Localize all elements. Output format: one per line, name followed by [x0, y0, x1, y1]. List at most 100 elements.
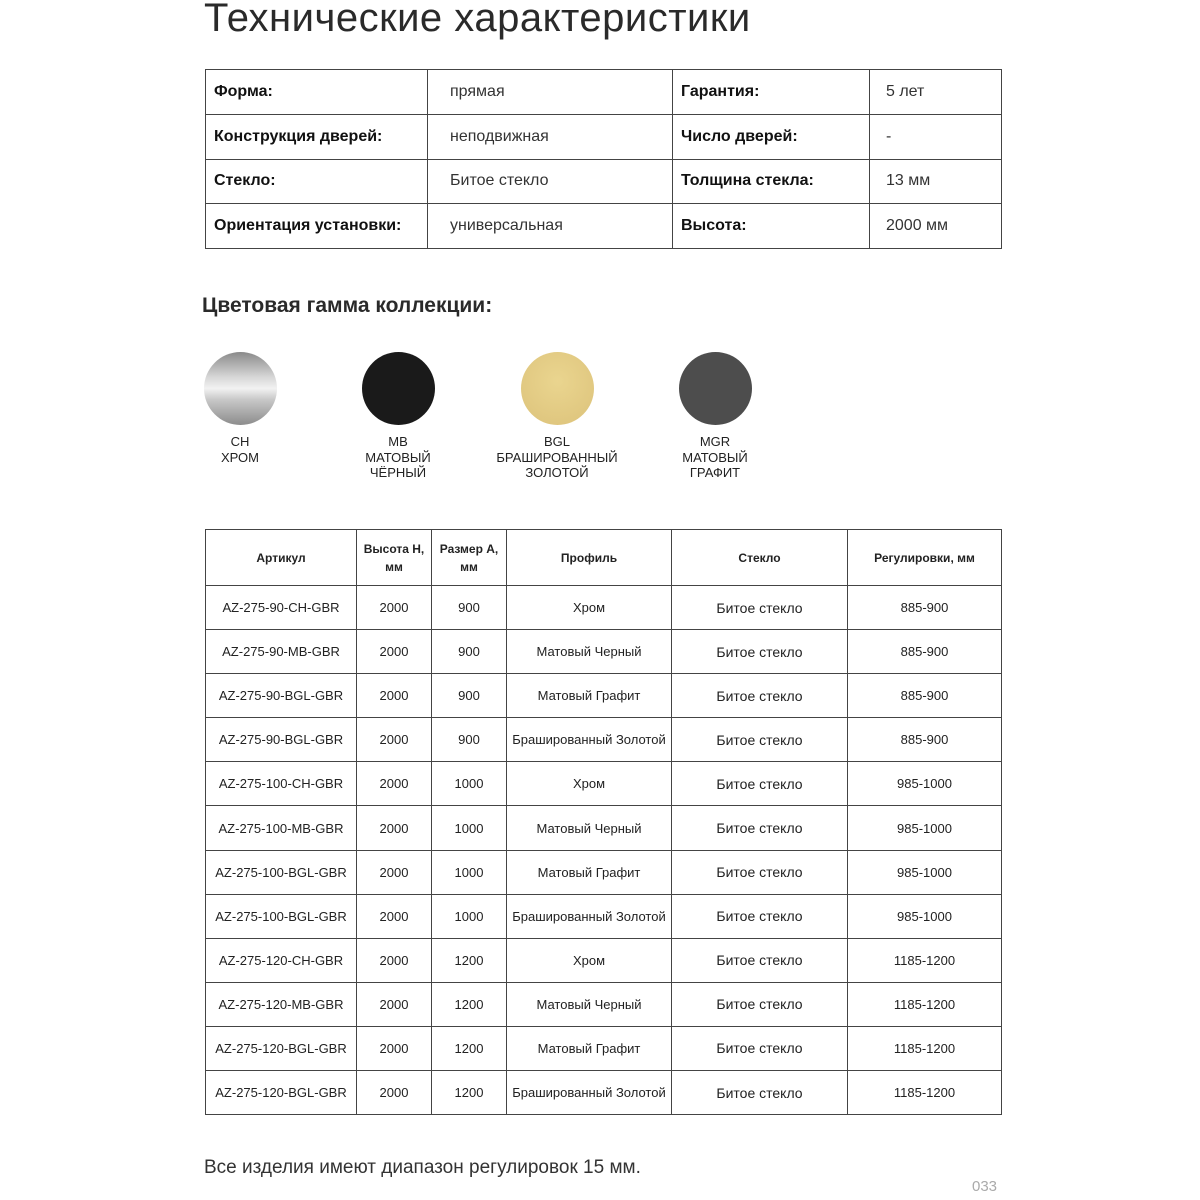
spec-value: 2000 мм [869, 203, 1002, 249]
cell-glass: Битое стекло [671, 717, 848, 763]
table-row: AZ-275-90-CH-GBR 2000 900 Хром Битое стекло 8… [205, 584, 1002, 631]
footer-note: Все изделия имеют диапазон регулировок 1… [204, 1157, 641, 1178]
cell-size: 1200 [431, 1070, 507, 1116]
spec-label: Конструкция дверей: [205, 113, 428, 160]
cell-height: 2000 [356, 1025, 432, 1072]
cell-article: AZ-275-90-BGL-GBR [205, 673, 357, 719]
cell-height: 2000 [356, 584, 432, 631]
cell-article: AZ-275-100-MB-GBR [205, 805, 357, 851]
cell-height: 2000 [356, 937, 432, 983]
spec-row: Стекло: Битое стекло Толщина стекла: 13 мм [205, 158, 1002, 205]
cell-article: AZ-275-100-BGL-GBR [205, 893, 357, 939]
spec-value: 5 лет [869, 69, 1002, 115]
swatch-bgl: BGL БРАШИРОВАННЫЙ ЗОЛОТОЙ [477, 352, 637, 481]
spec-value: неподвижная [427, 113, 673, 160]
table-row: AZ-275-120-MB-GBR 2000 1200 Матовый Черный Б… [205, 981, 1002, 1027]
cell-profile: Хром [506, 761, 672, 807]
cell-profile: Брашированный Золотой [506, 893, 672, 939]
cell-adjust: 985-1000 [847, 761, 1002, 807]
col-height: Высота H, мм [356, 529, 432, 586]
cell-adjust: 885-900 [847, 673, 1002, 719]
col-height-unit: мм [385, 559, 403, 574]
cell-adjust: 985-1000 [847, 805, 1002, 851]
cell-article: AZ-275-120-CH-GBR [205, 937, 357, 983]
table-row: AZ-275-100-BGL-GBR 2000 1000 Брашированный … [205, 893, 1002, 939]
cell-height: 2000 [356, 981, 432, 1027]
cell-adjust: 985-1000 [847, 893, 1002, 939]
table-row: AZ-275-100-MB-GBR 2000 1000 Матовый Черный Б… [205, 805, 1002, 851]
cell-height: 2000 [356, 1070, 432, 1116]
cell-article: AZ-275-100-BGL-GBR [205, 849, 357, 895]
col-size-label: Размер A, [439, 541, 499, 556]
cell-height: 2000 [356, 805, 432, 851]
cell-adjust: 985-1000 [847, 849, 1002, 895]
spec-label: Число дверей: [672, 113, 870, 160]
cell-article: AZ-275-90-MB-GBR [205, 629, 357, 675]
spec-label: Гарантия: [672, 69, 870, 115]
cell-article: AZ-275-90-CH-GBR [205, 584, 357, 631]
table-row: AZ-275-120-BGL-GBR 2000 1200 Брашированный … [205, 1070, 1002, 1116]
cell-height: 2000 [356, 629, 432, 675]
spec-value: - [869, 113, 1002, 160]
color-circle [678, 352, 752, 425]
swatch-mgr: MGR МАТОВЫЙ ГРАФИТ [635, 352, 795, 481]
color-circle [203, 352, 277, 425]
cell-size: 900 [431, 717, 507, 763]
swatch-code: MB [388, 434, 408, 449]
col-glass: Стекло [671, 529, 848, 586]
page-number: 033 [972, 1178, 998, 1195]
cell-adjust: 1185-1200 [847, 981, 1002, 1027]
spec-label: Толщина стекла: [672, 158, 870, 205]
table-row: AZ-275-120-BGL-GBR 2000 1200 Матовый Графит… [205, 1025, 1002, 1072]
cell-profile: Матовый Черный [506, 981, 672, 1027]
cell-glass: Битое стекло [671, 673, 848, 719]
cell-profile: Матовый Черный [506, 805, 672, 851]
cell-size: 1000 [431, 893, 507, 939]
swatch-name-2: ЧЁРНЫЙ [369, 465, 427, 480]
swatch-name: БРАШИРОВАННЫЙ [496, 449, 618, 465]
cell-article: AZ-275-100-CH-GBR [205, 761, 357, 807]
table-row: AZ-275-100-CH-GBR 2000 1000 Хром Битое стекл… [205, 761, 1002, 807]
table-row: AZ-275-90-MB-GBR 2000 900 Матовый Черный Бит… [205, 629, 1002, 675]
table-row: AZ-275-90-BGL-GBR 2000 900 Брашированный Зо… [205, 717, 1002, 763]
cell-profile: Хром [506, 584, 672, 631]
table-row: AZ-275-120-CH-GBR 2000 1200 Хром Битое стекл… [205, 937, 1002, 983]
swatch-code: CH [230, 434, 250, 449]
cell-glass: Битое стекло [671, 849, 848, 895]
cell-glass: Битое стекло [671, 1025, 848, 1072]
cell-size: 1000 [431, 849, 507, 895]
cell-glass: Битое стекло [671, 893, 848, 939]
cell-adjust: 885-900 [847, 584, 1002, 631]
color-circle [361, 352, 435, 425]
spec-table: Форма: прямая Гарантия: 5 лет Конструкция дв… [205, 69, 1002, 249]
product-table: Артикул Высота H, мм Размер A, мм Профиль … [205, 529, 1002, 1116]
cell-glass: Битое стекло [671, 584, 848, 631]
cell-profile: Матовый Графит [506, 673, 672, 719]
spec-label: Высота: [672, 203, 870, 249]
cell-height: 2000 [356, 893, 432, 939]
swatch-code: BGL [543, 434, 570, 449]
cell-size: 1200 [431, 981, 507, 1027]
cell-glass: Битое стекло [671, 937, 848, 983]
cell-size: 900 [431, 629, 507, 675]
table-row: AZ-275-90-BGL-GBR 2000 900 Матовый Графит Би… [205, 673, 1002, 719]
cell-size: 1000 [431, 805, 507, 851]
spec-label: Стекло: [205, 158, 428, 205]
cell-size: 900 [431, 673, 507, 719]
cell-size: 1200 [431, 937, 507, 983]
cell-height: 2000 [356, 673, 432, 719]
cell-glass: Битое стекло [671, 761, 848, 807]
cell-adjust: 1185-1200 [847, 1025, 1002, 1072]
spec-row: Ориентация установки: универсальная Высота… [205, 203, 1002, 249]
cell-profile: Хром [506, 937, 672, 983]
cell-profile: Брашированный Золотой [506, 1070, 672, 1116]
spec-row: Форма: прямая Гарантия: 5 лет [205, 69, 1002, 115]
spec-value: Битое стекло [427, 158, 673, 205]
cell-article: AZ-275-90-BGL-GBR [205, 717, 357, 763]
col-size-unit: мм [460, 559, 478, 574]
cell-article: AZ-275-120-MB-GBR [205, 981, 357, 1027]
cell-profile: Матовый Графит [506, 849, 672, 895]
color-circle [520, 352, 594, 425]
cell-size: 1200 [431, 1025, 507, 1072]
swatch-name-2: ЗОЛОТОЙ [525, 465, 589, 480]
